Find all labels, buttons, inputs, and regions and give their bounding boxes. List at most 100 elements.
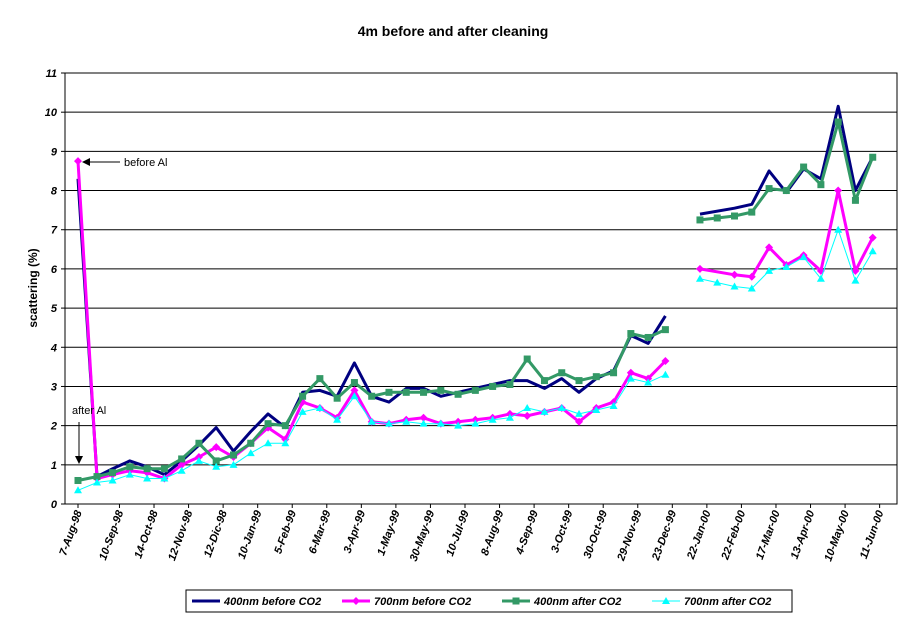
data-point <box>454 390 462 398</box>
data-point <box>713 214 721 222</box>
data-point <box>402 388 410 396</box>
data-point <box>765 243 774 252</box>
data-point <box>316 375 324 383</box>
x-tick-label: 12-Dic-98 <box>202 508 230 559</box>
series-3 <box>74 118 877 484</box>
data-point <box>350 379 358 387</box>
data-point <box>851 276 860 284</box>
data-point <box>246 449 255 457</box>
data-point <box>212 462 221 470</box>
data-point <box>730 270 739 279</box>
series-line <box>699 189 875 279</box>
data-point <box>368 392 376 400</box>
data-point <box>333 394 341 402</box>
y-tick-label: 8 <box>51 186 58 198</box>
data-point <box>644 378 653 386</box>
data-point <box>350 386 359 395</box>
data-point <box>281 439 290 447</box>
series-line <box>76 178 667 479</box>
data-point <box>143 474 152 482</box>
data-point <box>626 368 635 377</box>
data-point <box>93 478 102 486</box>
x-tick-label: 7-Aug-98 <box>57 508 85 557</box>
data-point <box>402 417 411 425</box>
legend-label: 400nm after CO2 <box>533 596 621 608</box>
data-point <box>298 407 307 415</box>
data-point <box>264 420 272 428</box>
x-tick-label: 29-Nov-99 <box>615 508 645 563</box>
annotation-arrowhead <box>75 456 83 464</box>
data-point <box>731 212 739 220</box>
data-point <box>713 278 722 286</box>
y-tick-label: 0 <box>51 499 58 511</box>
data-point <box>437 386 445 394</box>
data-point <box>868 233 877 242</box>
data-point <box>195 439 203 447</box>
data-point <box>627 330 635 338</box>
data-point <box>229 460 238 468</box>
data-point <box>419 413 428 422</box>
data-point <box>747 272 756 281</box>
data-point <box>851 196 859 204</box>
data-point <box>765 185 773 193</box>
y-tick-label: 2 <box>50 421 57 433</box>
data-point <box>523 355 531 363</box>
x-tick-label: 1-May-99 <box>375 508 403 557</box>
data-point <box>454 421 463 429</box>
data-point <box>194 456 203 464</box>
x-tick-label: 10-Jul-99 <box>444 508 472 558</box>
data-point <box>765 266 774 274</box>
annotation-before-al: before Al <box>124 157 167 169</box>
y-tick-label: 9 <box>51 146 58 158</box>
data-point <box>592 373 600 381</box>
y-tick-label: 10 <box>45 107 58 119</box>
data-point <box>143 465 151 473</box>
data-point <box>333 415 342 423</box>
data-point <box>575 377 583 385</box>
x-tick-label: 22-Feb-00 <box>719 508 748 562</box>
data-point <box>93 473 101 481</box>
data-point <box>626 374 635 382</box>
data-point <box>695 274 704 282</box>
annotation-arrowhead <box>82 158 90 166</box>
data-point <box>817 181 825 189</box>
x-tick-label: 10-Sep-98 <box>97 508 126 562</box>
y-tick-label: 7 <box>51 225 58 237</box>
data-point <box>212 443 221 452</box>
data-point <box>575 417 584 426</box>
x-axis-ticks: 7-Aug-98 10-Sep-98 14-Oct-98 12-Nov-98 12-Di… <box>57 504 887 563</box>
legend-marker <box>512 597 520 605</box>
data-point <box>419 419 428 427</box>
data-point <box>816 274 825 282</box>
x-tick-label: 22-Jan-00 <box>685 508 714 562</box>
data-point <box>350 392 359 400</box>
legend-box <box>185 589 793 613</box>
y-tick-label: 1 <box>51 460 57 472</box>
data-point <box>385 388 393 396</box>
data-point <box>661 370 670 378</box>
data-point <box>229 451 237 459</box>
data-point <box>540 407 549 415</box>
data-point <box>695 264 704 273</box>
y-tick-label: 5 <box>51 303 58 315</box>
data-point <box>575 409 584 417</box>
data-point <box>74 486 82 494</box>
x-tick-label: 5-Feb-99 <box>272 508 299 555</box>
legend-label: 400nm before CO2 <box>223 596 321 608</box>
x-tick-label: 10-Jan-99 <box>236 508 265 561</box>
data-point <box>592 405 601 413</box>
data-point <box>782 262 791 270</box>
x-tick-label: 11-Jun-00 <box>858 508 887 560</box>
data-point <box>506 380 514 388</box>
series-group <box>74 104 877 494</box>
series-line <box>699 229 874 289</box>
data-point <box>782 187 790 195</box>
data-point <box>834 118 842 126</box>
data-point <box>125 470 134 478</box>
data-point <box>74 157 82 166</box>
legend: 400nm before CO2 700nm before CO2 400nm af… <box>185 589 793 613</box>
x-tick-label: 6-Mar-99 <box>307 508 334 555</box>
series-line <box>76 161 667 480</box>
legend-item: 700nm before CO2 <box>342 596 471 608</box>
